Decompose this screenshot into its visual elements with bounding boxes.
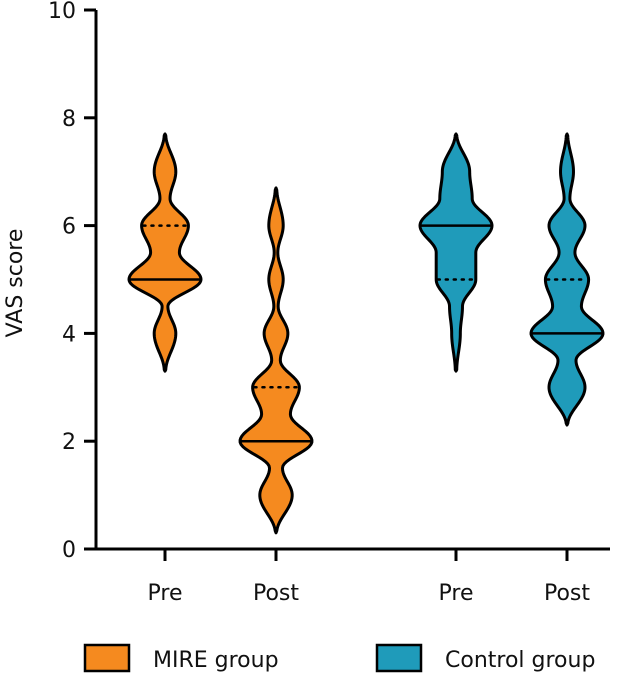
legend-label-mire: MIRE group xyxy=(153,648,279,673)
x-tick-label: Pre xyxy=(148,581,183,606)
y-tick-label: 0 xyxy=(62,538,76,563)
y-tick-label: 8 xyxy=(62,107,76,132)
violin-control-post xyxy=(529,132,605,427)
violin-body xyxy=(127,132,203,373)
x-tick-label: Post xyxy=(253,581,299,606)
violin-control-pre xyxy=(418,132,494,373)
y-tick-label: 10 xyxy=(48,0,76,24)
legend-label-control: Control group xyxy=(445,648,595,673)
legend: MIRE group Control group xyxy=(83,643,595,673)
axes-layer: 0 2 4 6 8 10 Pre Post Pre Post xyxy=(48,0,610,606)
violin-mire-post xyxy=(238,186,314,535)
y-axis-title: VAS score xyxy=(3,229,28,338)
violins-layer xyxy=(127,132,605,535)
violin-body xyxy=(418,132,494,373)
x-tick-label: Pre xyxy=(439,581,474,606)
legend-swatch-mire xyxy=(83,643,131,673)
x-tick-label: Post xyxy=(544,581,590,606)
y-tick-label: 6 xyxy=(62,215,76,240)
violin-mire-pre xyxy=(127,132,203,373)
y-tick-label: 2 xyxy=(62,430,76,455)
violin-body xyxy=(238,186,314,535)
legend-swatch-control xyxy=(375,643,423,673)
y-tick-label: 4 xyxy=(62,322,76,347)
violin-body xyxy=(529,132,605,427)
